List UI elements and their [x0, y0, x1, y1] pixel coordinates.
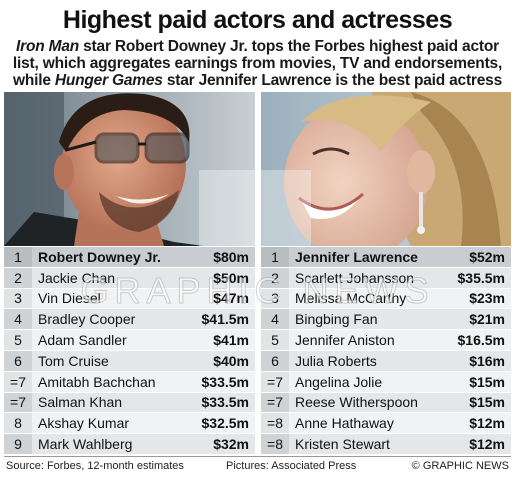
name-cell: Jennifer Aniston [295, 332, 395, 349]
rank-cell: 1 [4, 247, 32, 267]
rank-cell: 2 [4, 267, 32, 288]
page-title: Highest paid actors and actresses [62, 6, 453, 34]
earnings-cell: $32m [213, 436, 249, 453]
table-row: =7 Salman Khan $33.5m [4, 392, 255, 414]
table-row: =7 Reese Witherspoon $15m [261, 392, 511, 414]
name-cell: Tom Cruise [38, 352, 109, 369]
rank-cell: 6 [261, 350, 289, 371]
name-cell: Angelina Jolie [295, 373, 383, 390]
earnings-cell: $16m [469, 352, 505, 369]
name-cell: Vin Diesel [38, 290, 101, 307]
rank-cell: =7 [4, 392, 32, 413]
earnings-cell: $41.5m [201, 311, 249, 328]
actor-photo [4, 92, 255, 246]
table-row: =8 Anne Hathaway $12m [261, 413, 511, 435]
rank-cell: =7 [261, 371, 289, 392]
name-cell: Jackie Chan [38, 269, 116, 286]
name-cell: Scarlett Johansson [295, 269, 415, 286]
name-cell: Bingbing Fan [295, 311, 378, 328]
actors-table: 1 Robert Downey Jr. $80m 2 Jackie Chan $50m 3 V… [4, 247, 255, 455]
table-row: 5 Adam Sandler $41m [4, 330, 255, 351]
table-row: =7 Amitabh Bachchan $33.5m [4, 371, 255, 393]
earnings-cell: $32.5m [201, 415, 249, 432]
footer-pictures: Pictures: Associated Press [226, 460, 357, 472]
rank-cell: =7 [261, 392, 289, 413]
earnings-cell: $15m [469, 373, 505, 390]
table-row: 8 Akshay Kumar $32.5m [4, 413, 255, 435]
earnings-cell: $33.5m [201, 394, 249, 411]
table-row: 6 Julia Roberts $16m [261, 350, 511, 372]
subtitle-italic-1: Iron Man [16, 38, 80, 55]
name-cell: Reese Witherspoon [295, 394, 418, 411]
table-row: =7 Angelina Jolie $15m [261, 371, 511, 393]
subtitle: Iron Man star Robert Downey Jr. tops the… [4, 38, 511, 89]
footer-copyright: © GRAPHIC NEWS [411, 460, 509, 472]
earnings-cell: $47m [213, 290, 249, 307]
rank-cell: 6 [4, 350, 32, 371]
table-row: 9 Mark Wahlberg $32m [4, 434, 255, 455]
table-row: 5 Jennifer Aniston $16.5m [261, 330, 511, 351]
name-cell: Amitabh Bachchan [38, 373, 156, 390]
name-cell: Bradley Cooper [38, 311, 136, 328]
earnings-cell: $12m [469, 415, 505, 432]
name-cell: Anne Hathaway [295, 415, 394, 432]
rank-cell: 4 [4, 309, 32, 330]
name-cell: Melissa McCarthy [295, 290, 407, 307]
name-cell: Robert Downey Jr. [38, 248, 161, 265]
earnings-cell: $50m [213, 269, 249, 286]
earnings-cell: $52m [469, 248, 505, 265]
table-row: 1 Jennifer Lawrence $52m [261, 247, 511, 268]
earnings-cell: $21m [469, 311, 505, 328]
name-cell: Julia Roberts [295, 352, 377, 369]
rank-cell: 8 [4, 413, 32, 434]
name-cell: Kristen Stewart [295, 436, 390, 453]
rank-cell: 3 [4, 288, 32, 309]
earnings-cell: $40m [213, 352, 249, 369]
column-divider [255, 92, 261, 456]
rank-cell: =8 [261, 434, 289, 454]
rank-cell: 2 [261, 267, 289, 288]
earnings-cell: $23m [469, 290, 505, 307]
rank-cell: 4 [261, 309, 289, 330]
subtitle-italic-2: Hunger Games [54, 72, 163, 89]
name-cell: Salman Khan [38, 394, 123, 411]
table-row: 3 Melissa McCarthy $23m [261, 288, 511, 310]
earnings-cell: $16.5m [457, 332, 505, 349]
rank-cell: 5 [261, 330, 289, 350]
earnings-cell: $41m [213, 332, 249, 349]
footer-source: Source: Forbes, 12-month estimates [6, 460, 184, 472]
rank-cell: 9 [4, 434, 32, 454]
table-row: 2 Jackie Chan $50m [4, 267, 255, 289]
table-row: 6 Tom Cruise $40m [4, 350, 255, 372]
footer: Source: Forbes, 12-month estimates Pictu… [4, 456, 511, 475]
actresses-table: 1 Jennifer Lawrence $52m 2 Scarlett Johansso… [261, 247, 511, 455]
table-row: 2 Scarlett Johansson $35.5m [261, 267, 511, 289]
table-row: 3 Vin Diesel $47m [4, 288, 255, 310]
actress-photo [261, 92, 511, 246]
earnings-cell: $80m [213, 248, 249, 265]
table-row: 4 Bingbing Fan $21m [261, 309, 511, 331]
table-row: 1 Robert Downey Jr. $80m [4, 247, 255, 268]
name-cell: Mark Wahlberg [38, 436, 133, 453]
table-row: =8 Kristen Stewart $12m [261, 434, 511, 455]
earnings-cell: $35.5m [457, 269, 505, 286]
rank-cell: 3 [261, 288, 289, 309]
name-cell: Adam Sandler [38, 332, 127, 349]
name-cell: Jennifer Lawrence [295, 248, 418, 265]
rank-cell: 5 [4, 330, 32, 350]
earnings-cell: $15m [469, 394, 505, 411]
subtitle-text-1: star Robert Downey Jr. tops the Forbes h… [12, 38, 503, 89]
table-row: 4 Bradley Cooper $41.5m [4, 309, 255, 331]
rank-cell: =7 [4, 371, 32, 392]
name-cell: Akshay Kumar [38, 415, 130, 432]
earnings-cell: $33.5m [201, 373, 249, 390]
rank-cell: =8 [261, 413, 289, 434]
subtitle-text-2: star Jennifer Lawrence is the best paid … [162, 72, 503, 89]
rank-cell: 1 [261, 247, 289, 267]
earnings-cell: $12m [469, 436, 505, 453]
